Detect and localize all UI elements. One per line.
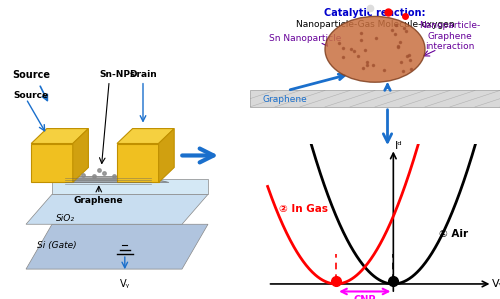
Text: Iᵈ: Iᵈ	[395, 141, 403, 151]
Text: Graphene: Graphene	[74, 196, 124, 205]
Text: Source: Source	[12, 70, 50, 80]
Polygon shape	[250, 90, 500, 107]
Polygon shape	[117, 144, 158, 182]
Polygon shape	[65, 176, 169, 182]
Text: Vᵧ: Vᵧ	[120, 279, 130, 289]
Text: CNP
shift: CNP shift	[352, 295, 378, 299]
Text: Graphene: Graphene	[262, 95, 307, 104]
Polygon shape	[117, 129, 174, 144]
Polygon shape	[31, 144, 73, 182]
Text: Si (Gate): Si (Gate)	[38, 241, 77, 250]
Polygon shape	[158, 129, 174, 182]
Text: Nanoparticle-Gas Molecule-oxygen: Nanoparticle-Gas Molecule-oxygen	[296, 20, 454, 29]
Text: Nanoparticle-
Graphene
interaction: Nanoparticle- Graphene interaction	[420, 21, 480, 51]
Circle shape	[325, 16, 425, 82]
Text: Vᵧ: Vᵧ	[492, 279, 500, 289]
Polygon shape	[31, 129, 88, 144]
Text: Catalytic reaction:: Catalytic reaction:	[324, 8, 426, 18]
Text: SiO₂: SiO₂	[56, 214, 74, 223]
Polygon shape	[26, 194, 208, 224]
Text: ① Air: ① Air	[439, 229, 468, 239]
Text: Sn Nanoparticle: Sn Nanoparticle	[269, 34, 341, 43]
Polygon shape	[26, 224, 208, 269]
Polygon shape	[52, 179, 208, 194]
Polygon shape	[73, 129, 88, 182]
Text: Source: Source	[13, 91, 48, 100]
Text: Sn-NPs: Sn-NPs	[99, 70, 135, 79]
Text: Drain: Drain	[129, 70, 157, 79]
Text: ② In Gas: ② In Gas	[279, 204, 328, 214]
